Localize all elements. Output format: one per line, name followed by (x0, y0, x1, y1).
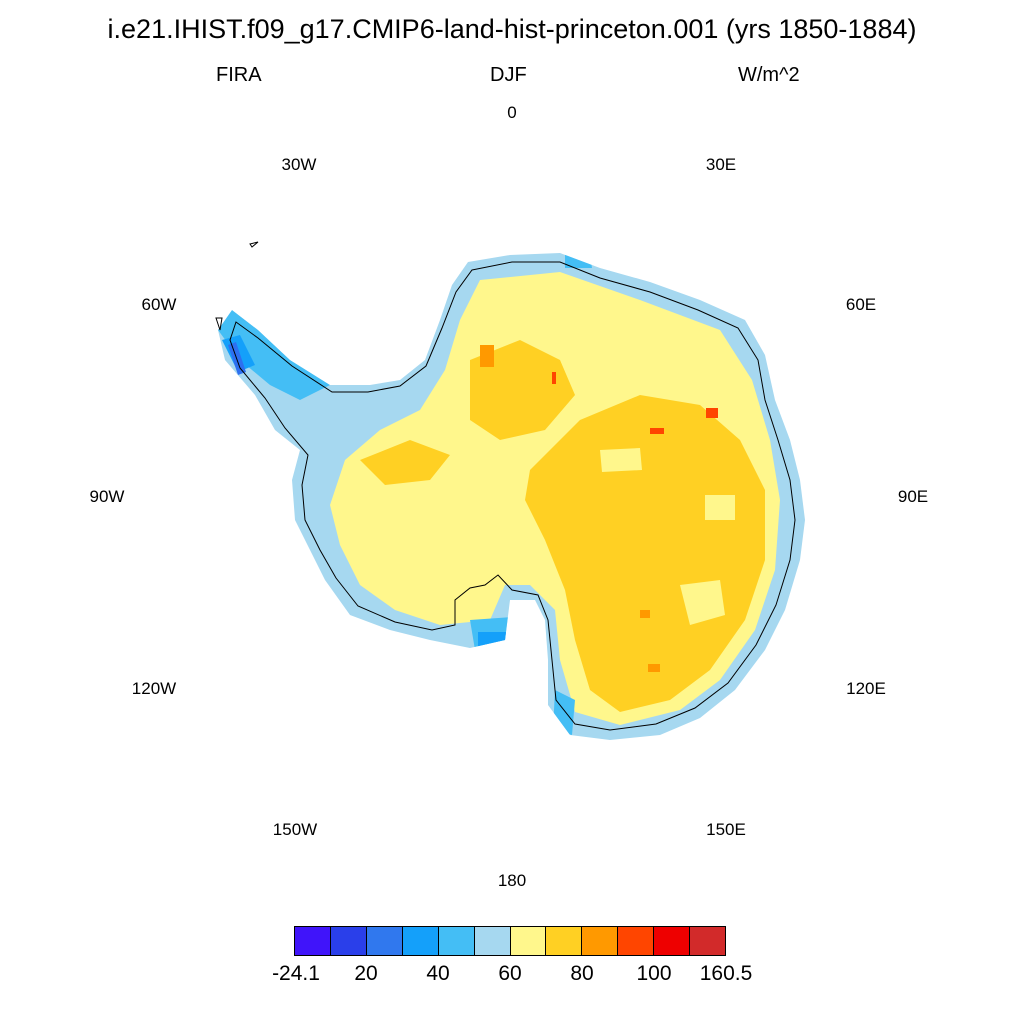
lon-label-0: 0 (507, 103, 517, 122)
lon-label-90w: 90W (89, 487, 125, 506)
colorbar-label-80: 80 (570, 962, 594, 985)
colorbar-swatch-1 (295, 927, 331, 955)
units-label: W/m^2 (738, 64, 800, 86)
colorbar-label-100: 100 (636, 962, 672, 985)
lon-label-120w: 120W (131, 679, 177, 698)
colorbar-swatch-5 (438, 927, 475, 955)
colorbar-label-60: 60 (498, 962, 522, 985)
lon-label-90e: 90E (897, 487, 929, 506)
lon-label-60e: 60E (845, 295, 877, 314)
colorbar-swatch-2 (330, 927, 367, 955)
plot-title: i.e21.IHIST.f09_g17.CMIP6-land-hist-prin… (107, 14, 917, 44)
lon-label-120e: 120E (846, 679, 886, 698)
lon-label-180: 180 (497, 871, 527, 890)
colorbar-swatch-10 (618, 927, 655, 955)
colorbar-swatch-12 (690, 927, 726, 955)
colorbar-label-40: 40 (426, 962, 450, 985)
colorbar-swatch-7 (510, 927, 547, 955)
blue-fringe (218, 255, 592, 735)
lon-label-150w: 150W (272, 820, 318, 839)
variable-label: FIRA (216, 64, 262, 86)
lon-label-30w: 30W (281, 155, 317, 174)
colorbar-swatch-9 (582, 927, 619, 955)
lon-label-30e: 30E (705, 155, 737, 174)
colorbar (294, 926, 726, 956)
season-label: DJF (490, 64, 527, 86)
colorbar-swatch-11 (654, 927, 691, 955)
lon-label-60w: 60W (141, 295, 177, 314)
colorbar-label-20: 20 (354, 962, 378, 985)
lon-label-150e: 150E (706, 820, 746, 839)
colorbar-label-max: 160.5 (699, 962, 753, 985)
colorbar-swatch-4 (402, 927, 439, 955)
plateau-gold-region (525, 395, 765, 712)
coastline (229, 261, 796, 731)
colorbar-swatch-6 (474, 927, 511, 955)
interior-gold-streaks (360, 340, 575, 485)
colorbar-swatch-8 (546, 927, 583, 955)
colorbar-label-min: -24.1 (272, 962, 320, 985)
colorbar-swatch-3 (366, 927, 403, 955)
